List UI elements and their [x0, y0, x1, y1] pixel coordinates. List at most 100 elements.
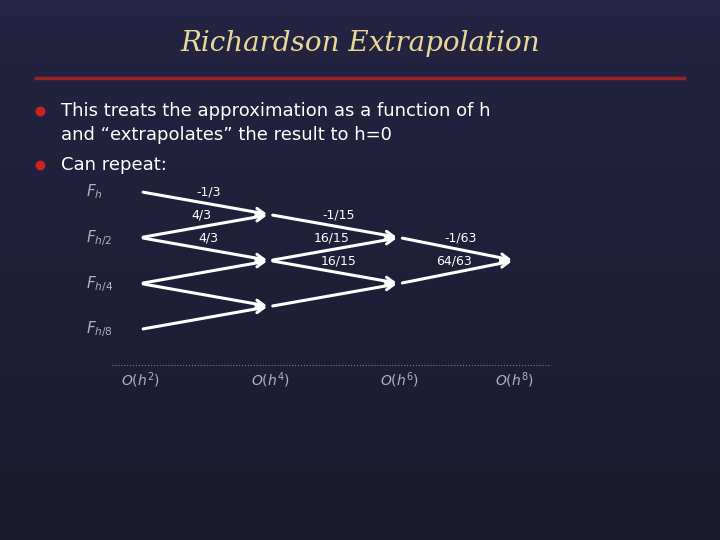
Bar — [0, 448, 720, 454]
Bar — [0, 281, 720, 286]
Bar — [0, 513, 720, 518]
Bar — [0, 275, 720, 281]
Bar — [0, 49, 720, 54]
Bar — [0, 76, 720, 81]
Text: 4/3: 4/3 — [199, 232, 219, 245]
Bar — [0, 340, 720, 346]
Bar — [0, 124, 720, 130]
Text: This treats the approximation as a function of h: This treats the approximation as a funct… — [61, 102, 491, 120]
Text: 16/15: 16/15 — [313, 232, 349, 245]
Bar — [0, 151, 720, 157]
Bar — [0, 302, 720, 308]
Bar — [0, 367, 720, 373]
Bar — [0, 194, 720, 200]
Bar — [0, 184, 720, 189]
Text: $O(h^8)$: $O(h^8)$ — [495, 371, 534, 390]
Bar — [0, 497, 720, 502]
Bar — [0, 248, 720, 254]
Bar — [0, 103, 720, 108]
Bar — [0, 130, 720, 135]
Bar — [0, 286, 720, 292]
Bar — [0, 432, 720, 437]
Bar — [0, 459, 720, 464]
Bar — [0, 319, 720, 324]
Text: -1/3: -1/3 — [197, 186, 221, 199]
Bar — [0, 211, 720, 216]
Text: 64/63: 64/63 — [436, 255, 472, 268]
Bar — [0, 486, 720, 491]
Bar — [0, 481, 720, 486]
Bar — [0, 200, 720, 205]
Bar — [0, 313, 720, 319]
Bar — [0, 86, 720, 92]
Bar — [0, 400, 720, 405]
Bar — [0, 54, 720, 59]
Bar — [0, 65, 720, 70]
Bar — [0, 108, 720, 113]
Bar — [0, 508, 720, 513]
Text: $F_{h/4}$: $F_{h/4}$ — [86, 273, 114, 294]
Bar — [0, 97, 720, 103]
Bar — [0, 162, 720, 167]
Bar — [0, 373, 720, 378]
Bar — [0, 394, 720, 400]
Bar — [0, 5, 720, 11]
Bar — [0, 356, 720, 362]
Bar — [0, 535, 720, 540]
Bar — [0, 254, 720, 259]
Text: $O(h^6)$: $O(h^6)$ — [380, 371, 419, 390]
Bar — [0, 308, 720, 313]
Bar — [0, 11, 720, 16]
Bar — [0, 324, 720, 329]
Bar — [0, 410, 720, 416]
Bar — [0, 389, 720, 394]
Bar — [0, 464, 720, 470]
Bar — [0, 383, 720, 389]
Text: -1/15: -1/15 — [322, 209, 355, 222]
Text: Can repeat:: Can repeat: — [61, 156, 167, 174]
Bar — [0, 119, 720, 124]
Bar — [0, 227, 720, 232]
Bar — [0, 405, 720, 410]
Text: $F_h$: $F_h$ — [86, 183, 103, 201]
Bar — [0, 329, 720, 335]
Bar — [0, 259, 720, 265]
Bar — [0, 243, 720, 248]
Bar — [0, 518, 720, 524]
Bar — [0, 146, 720, 151]
Bar — [0, 470, 720, 475]
Bar — [0, 27, 720, 32]
Bar — [0, 335, 720, 340]
Bar — [0, 189, 720, 194]
Bar — [0, 140, 720, 146]
Bar — [0, 454, 720, 459]
Bar — [0, 416, 720, 421]
Bar — [0, 157, 720, 162]
Bar — [0, 443, 720, 448]
Bar — [0, 221, 720, 227]
Bar — [0, 238, 720, 243]
Bar — [0, 362, 720, 367]
Bar — [0, 427, 720, 432]
Bar — [0, 232, 720, 238]
Bar — [0, 378, 720, 383]
Bar — [0, 32, 720, 38]
Text: 4/3: 4/3 — [192, 209, 212, 222]
Bar — [0, 70, 720, 76]
Text: and “extrapolates” the result to h=0: and “extrapolates” the result to h=0 — [61, 126, 392, 144]
Bar — [0, 491, 720, 497]
Bar — [0, 292, 720, 297]
Bar — [0, 173, 720, 178]
Bar — [0, 421, 720, 427]
Bar — [0, 59, 720, 65]
Text: $O(h^2)$: $O(h^2)$ — [121, 371, 160, 390]
Bar — [0, 22, 720, 27]
Bar — [0, 297, 720, 302]
Bar — [0, 135, 720, 140]
Bar — [0, 502, 720, 508]
Text: $F_{h/8}$: $F_{h/8}$ — [86, 319, 113, 340]
Bar — [0, 92, 720, 97]
Bar — [0, 178, 720, 184]
Bar — [0, 38, 720, 43]
Bar — [0, 524, 720, 529]
